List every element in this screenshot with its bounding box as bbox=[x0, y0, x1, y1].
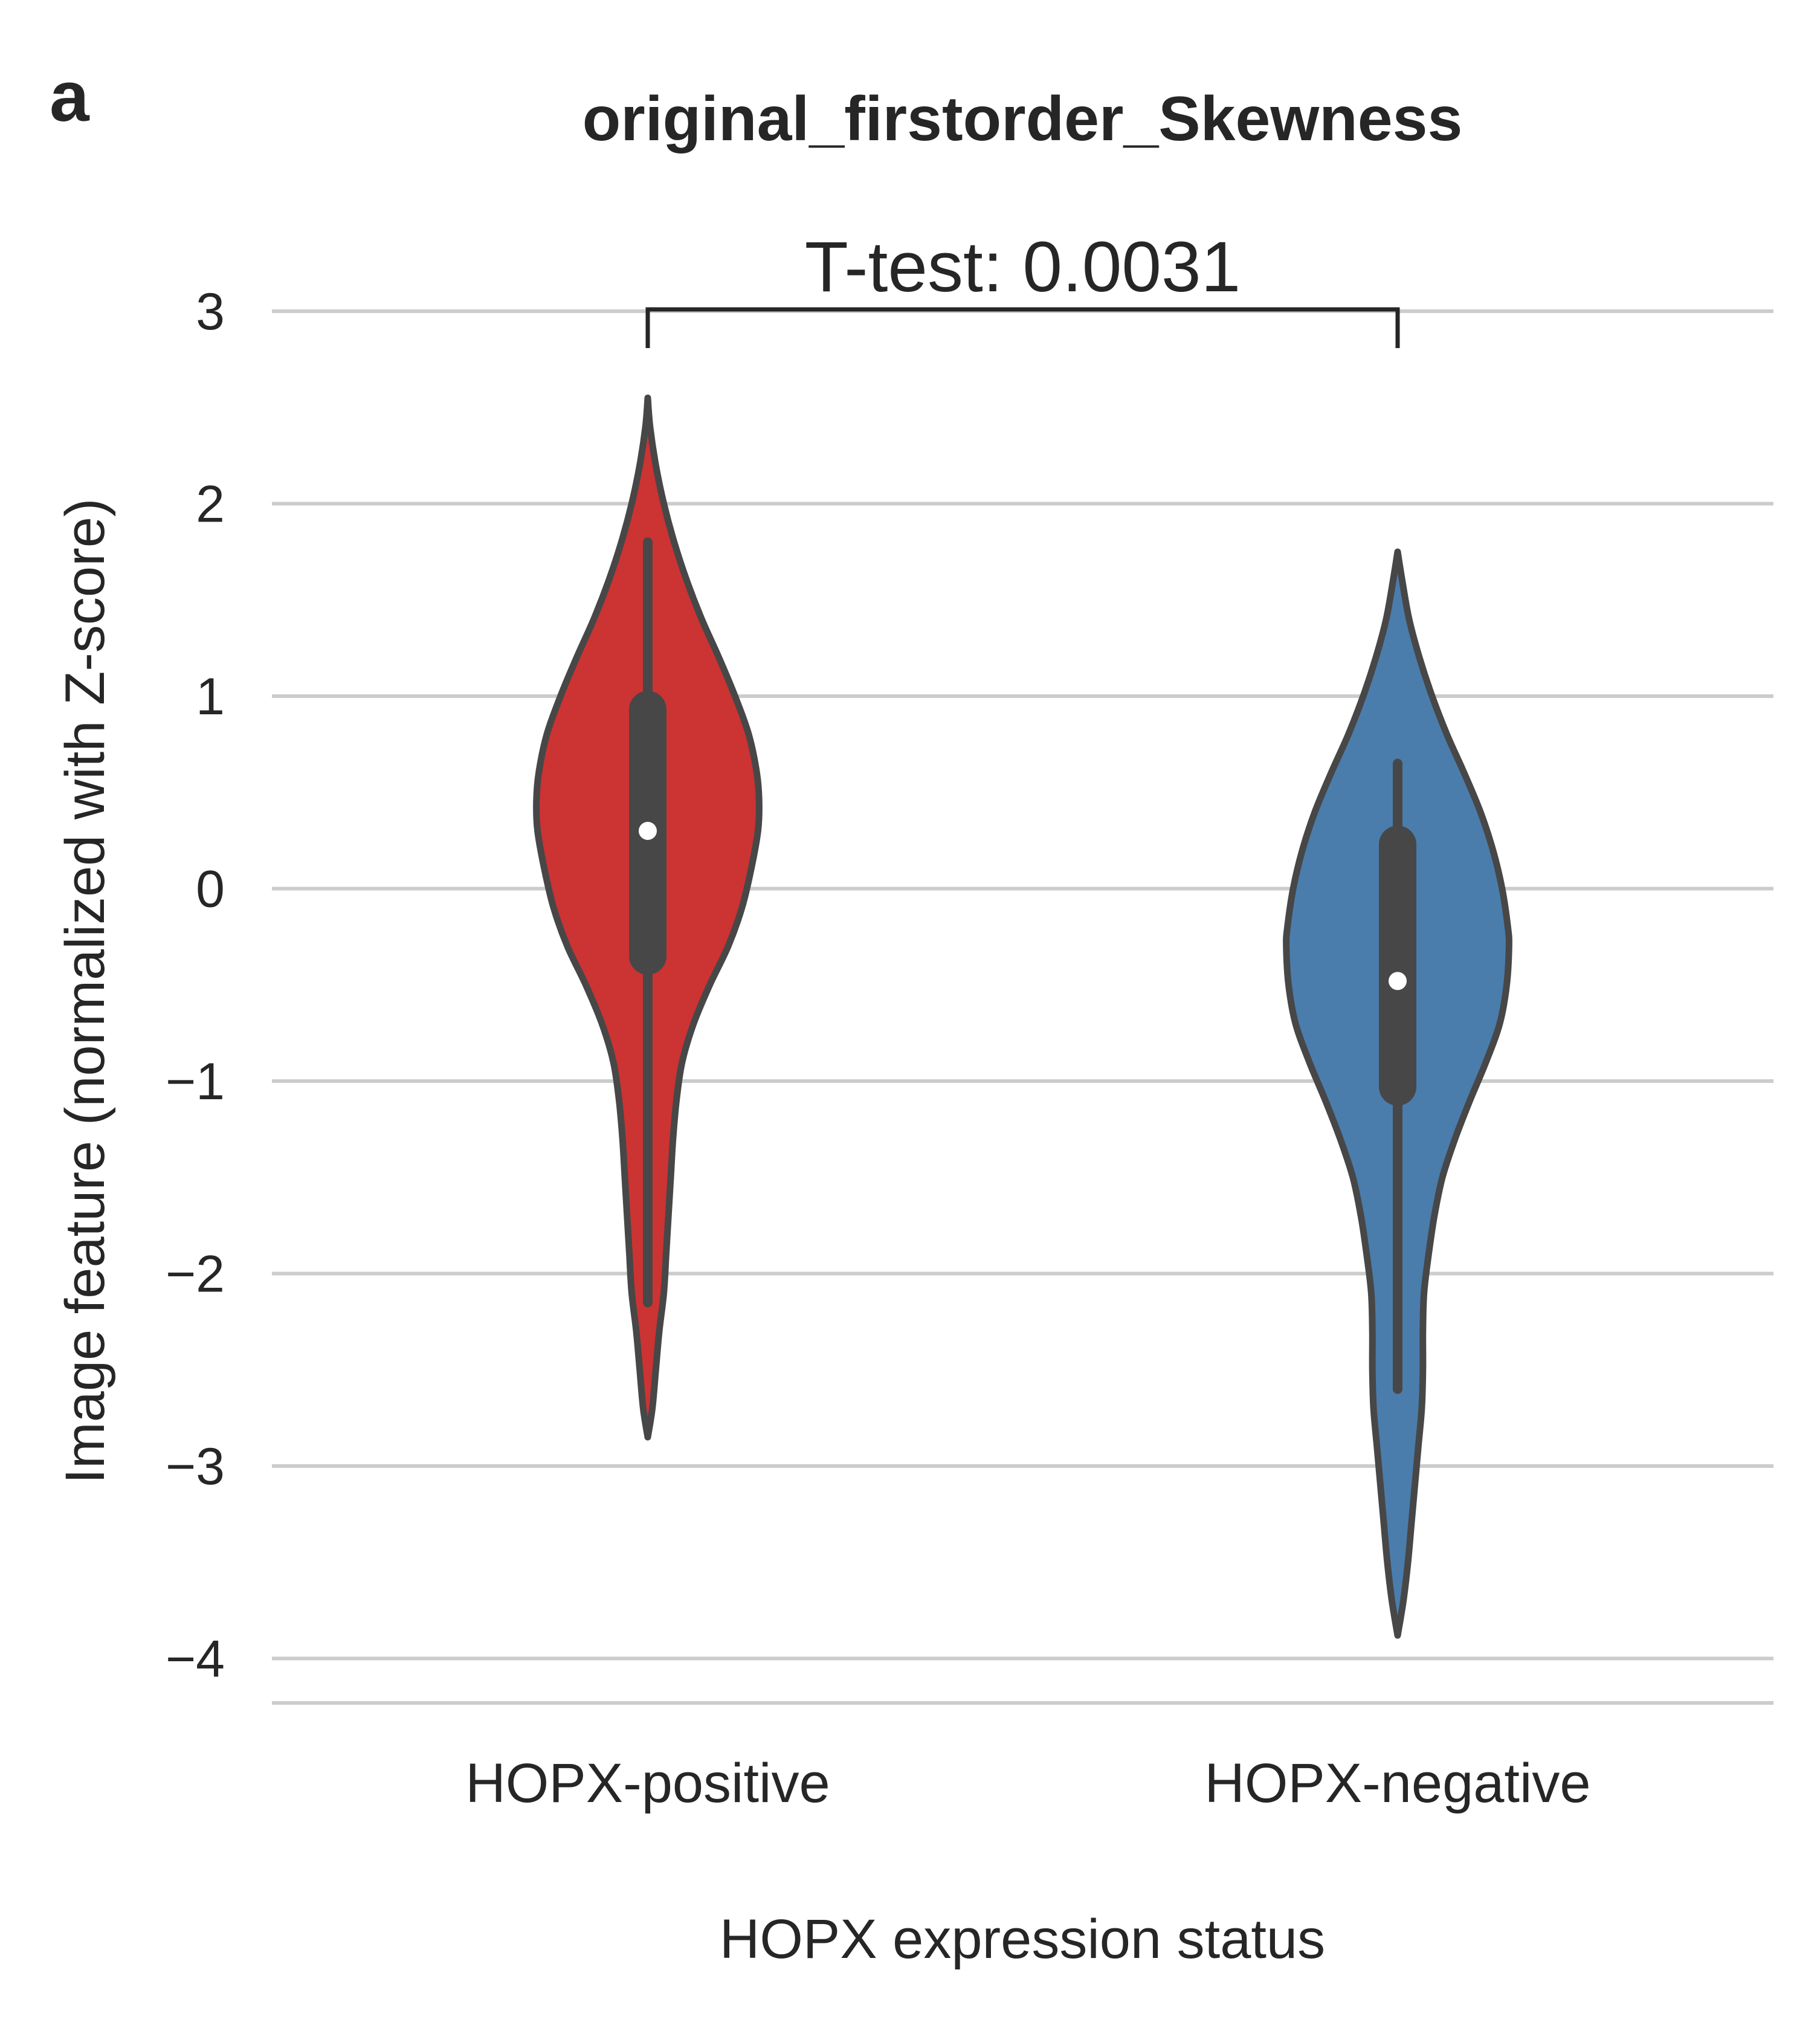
panel-label: a bbox=[50, 57, 90, 137]
y-axis-label: Image feature (normalized with Z-score) bbox=[54, 498, 116, 1484]
y-tick-label: 3 bbox=[196, 283, 225, 341]
y-tick-label: 2 bbox=[196, 476, 225, 534]
significance-annotation: T-test: 0.0031 bbox=[645, 227, 1400, 348]
violin-median-marker bbox=[1389, 972, 1407, 990]
gridlines bbox=[272, 309, 1773, 1661]
x-tick-label: HOPX-negative bbox=[1204, 1752, 1590, 1814]
t-test-label: T-test: 0.0031 bbox=[805, 227, 1241, 307]
y-tick-label: −2 bbox=[166, 1245, 225, 1303]
violins bbox=[533, 394, 1512, 1639]
x-axis-label: HOPX expression status bbox=[720, 1908, 1325, 1970]
y-tick-label: −3 bbox=[166, 1438, 225, 1496]
y-tick-label: −1 bbox=[166, 1053, 225, 1111]
chart-title: original_firstorder_Skewness bbox=[582, 84, 1463, 154]
significance-bracket bbox=[645, 307, 1400, 348]
y-tick-label: 1 bbox=[196, 668, 225, 726]
y-tick-labels: 3 2 1 0 −1 −2 −3 −4 bbox=[166, 283, 225, 1688]
x-tick-labels: HOPX-positive HOPX-negative bbox=[465, 1752, 1590, 1814]
y-tick-label: −4 bbox=[166, 1630, 225, 1688]
y-tick-label: 0 bbox=[196, 861, 225, 919]
violin-hopx-positive bbox=[533, 394, 763, 1441]
violin-hopx-negative bbox=[1283, 548, 1512, 1639]
x-tick-label: HOPX-positive bbox=[465, 1752, 830, 1814]
violin-median-marker bbox=[639, 821, 657, 840]
